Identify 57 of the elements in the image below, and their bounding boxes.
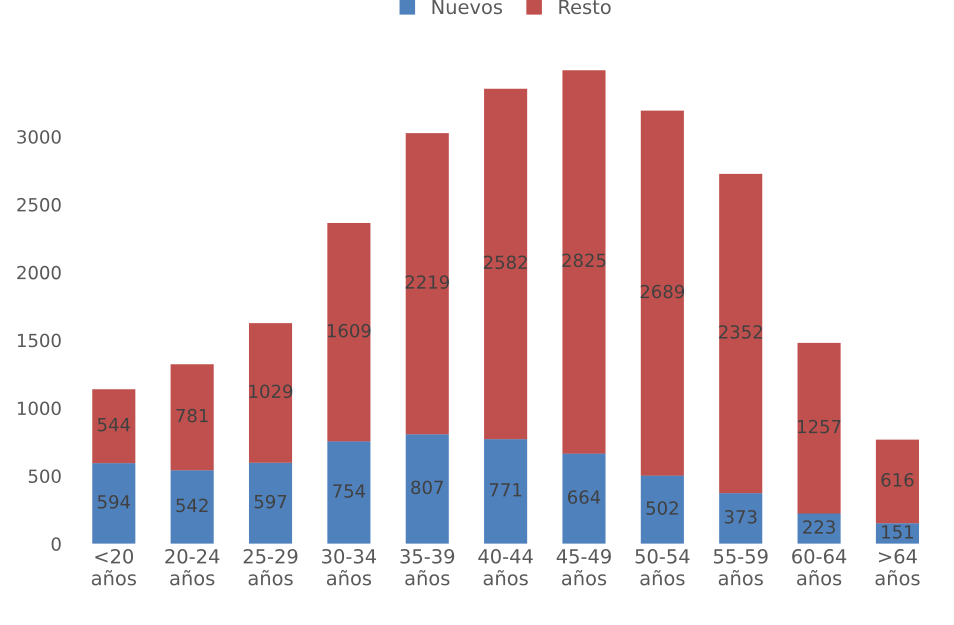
bar: [170, 470, 214, 544]
bar: [248, 462, 292, 544]
y-tick-label: 3000: [17, 130, 61, 144]
data-label: 542: [176, 498, 208, 512]
bar: [327, 441, 370, 544]
y-tick-label: 1500: [18, 334, 61, 348]
bar: [170, 364, 214, 470]
bar: [92, 463, 136, 544]
bar: [640, 476, 684, 544]
bar: [484, 439, 528, 544]
bar: [248, 323, 292, 463]
data-label: 754: [333, 484, 366, 498]
data-label: 781: [176, 408, 208, 422]
data-label: 151: [882, 525, 914, 539]
bar: [640, 110, 684, 476]
bar: [562, 454, 606, 544]
data-label: 502: [646, 501, 678, 515]
bar: [876, 440, 919, 524]
x-tick-label: 60-64 años: [792, 548, 846, 586]
data-label: 373: [724, 510, 756, 524]
data-label: 807: [411, 480, 443, 494]
y-tick-label: 2000: [17, 266, 61, 280]
legend-label: Resto: [559, 0, 611, 14]
data-label: 597: [254, 494, 286, 508]
data-label: 2582: [484, 255, 527, 270]
y-tick-label: 0: [52, 537, 61, 551]
x-tick-label: 35-39 años: [400, 548, 454, 586]
data-label: 1257: [798, 420, 841, 434]
bar: [719, 493, 762, 544]
x-tick-label: >64 años: [875, 548, 920, 586]
y-tick-label: 1000: [18, 401, 61, 416]
data-label: 771: [490, 483, 522, 496]
x-tick-label: 25-29 años: [244, 548, 298, 586]
x-tick-label: 30-34 años: [322, 548, 376, 586]
x-tick-label: <20 años: [92, 548, 136, 586]
x-tick-label: 55-59 años: [714, 548, 768, 586]
x-tick-label: 45-49 años: [556, 548, 611, 586]
y-tick-label: 500: [28, 469, 61, 484]
data-label: 2352: [719, 325, 762, 339]
legend-label: Nuevos: [432, 0, 502, 14]
x-tick-label: 40-44 años: [478, 548, 533, 586]
bar: [406, 434, 449, 544]
bar: [798, 342, 841, 514]
x-tick-label: 20-24 años: [165, 548, 220, 586]
bar: [92, 389, 136, 464]
data-label: 594: [98, 495, 130, 509]
bar: [719, 174, 762, 494]
x-tick-label: 50-54 años: [636, 548, 690, 586]
data-label: 616: [881, 473, 914, 487]
bar: [562, 70, 606, 454]
bar: [327, 223, 370, 442]
y-tick-label: 2500: [17, 198, 61, 212]
data-label: 544: [98, 418, 130, 432]
bar: [406, 133, 449, 434]
data-label: 223: [803, 520, 835, 534]
data-label: 664: [568, 490, 600, 504]
bar: [484, 88, 528, 440]
